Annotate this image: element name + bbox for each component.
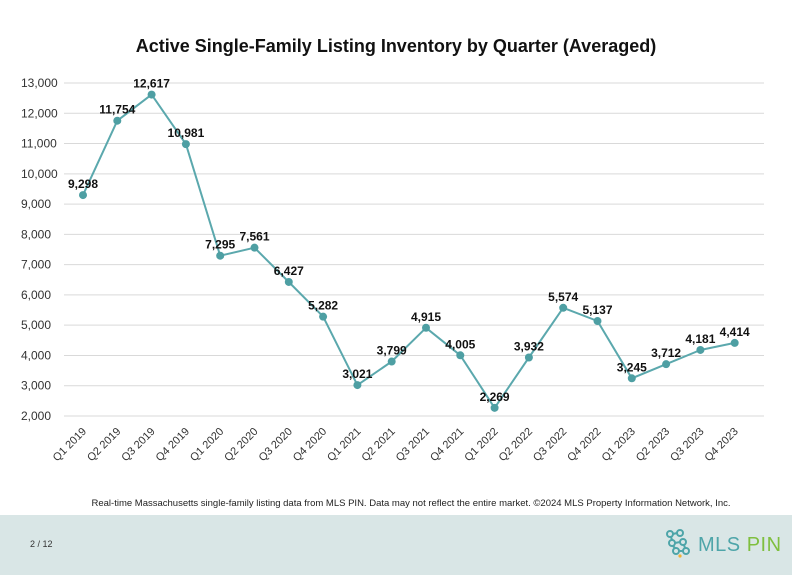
data-point: [319, 312, 328, 321]
data-point: [627, 374, 636, 383]
data-label: 6,427: [274, 264, 304, 278]
data-point: [730, 338, 739, 347]
x-tick-label: Q2 2019: [85, 426, 123, 464]
x-tick-label: Q1 2020: [188, 426, 226, 464]
x-tick-label: Q2 2021: [359, 426, 397, 464]
data-label: 3,021: [342, 367, 372, 381]
y-tick-label: 13,000: [21, 76, 58, 90]
data-label: 7,561: [239, 230, 269, 244]
mls-pin-logo-icon: [664, 528, 692, 563]
y-tick-label: 2,000: [21, 409, 51, 423]
y-tick-label: 11,000: [21, 137, 57, 151]
series-line: [82, 93, 735, 409]
data-label: 4,915: [411, 310, 441, 324]
data-label: 11,754: [99, 103, 135, 117]
data-label: 7,295: [205, 238, 235, 252]
x-tick-label: Q4 2023: [702, 426, 740, 464]
data-label: 9,298: [68, 177, 98, 191]
x-tick-label: Q2 2020: [222, 426, 260, 464]
data-point: [387, 357, 396, 366]
footnote: Real-time Massachusetts single-family li…: [91, 498, 731, 509]
y-tick-label: 5,000: [21, 318, 51, 332]
data-label: 10,981: [168, 126, 205, 140]
y-tick-label: 12,000: [21, 106, 58, 120]
data-point: [524, 353, 533, 362]
page-number: 2 / 12: [30, 539, 53, 549]
y-tick-label: 9,000: [21, 197, 51, 211]
data-point: [559, 303, 568, 312]
data-label: 3,245: [617, 360, 647, 374]
y-tick-label: 6,000: [21, 288, 51, 302]
data-label: 4,181: [685, 332, 715, 346]
y-tick-label: 8,000: [21, 227, 51, 241]
x-tick-label: Q1 2023: [600, 426, 638, 464]
x-tick-label: Q4 2021: [428, 426, 466, 464]
data-label: 3,932: [514, 340, 544, 354]
x-tick-label: Q2 2022: [497, 426, 535, 464]
data-point: [422, 323, 430, 332]
line-chart: 2,000 3,000 4,000 5,000 6,000 7,000 8,000 9,000…: [21, 76, 764, 464]
brand-name: MLS PIN: [698, 534, 782, 557]
y-tick-label: 3,000: [21, 379, 51, 393]
x-tick-label: Q1 2019: [51, 426, 89, 464]
data-point: [250, 243, 259, 252]
data-point: [284, 277, 293, 286]
data-point: [147, 90, 156, 99]
data-point: [662, 360, 671, 369]
data-point: [593, 317, 602, 326]
footer-bar: 2 / 12 MLS: [0, 515, 792, 575]
brand-name-main: MLS: [698, 533, 741, 556]
data-point: [353, 381, 362, 390]
data-label: 5,282: [308, 299, 338, 313]
x-tick-label: Q3 2022: [531, 426, 569, 464]
data-label: 2,269: [480, 390, 510, 404]
data-point: [216, 251, 225, 260]
data-point: [696, 345, 705, 354]
data-point: [79, 191, 87, 200]
brand-logo: MLS PIN: [664, 528, 782, 563]
chart-title: Active Single-Family Listing Inventory b…: [135, 36, 657, 56]
data-point: [113, 116, 122, 125]
x-tick-label: Q3 2023: [668, 426, 706, 464]
x-tick-label: Q3 2021: [394, 426, 432, 464]
x-tick-label: Q3 2019: [119, 426, 157, 464]
series-markers: [79, 90, 739, 412]
data-label: 3,712: [651, 346, 681, 360]
data-label: 5,137: [582, 303, 612, 317]
data-label: 4,414: [720, 325, 750, 339]
data-labels: 9,298 11,754 12,617 10,981 7,295 7,561 6,427 5,…: [68, 77, 750, 404]
data-point: [456, 351, 465, 360]
gridlines: [64, 82, 764, 417]
data-point: [490, 403, 499, 412]
data-point: [181, 140, 190, 149]
x-tick-label: Q3 2020: [257, 426, 295, 464]
data-label: 4,005: [445, 337, 475, 351]
data-label: 3,799: [377, 344, 407, 358]
x-tick-label: Q2 2023: [634, 426, 672, 464]
brand-name-accent: PIN: [746, 533, 782, 556]
data-label: 12,617: [133, 77, 170, 91]
y-tick-label: 10,000: [21, 167, 58, 181]
y-tick-label: 4,000: [21, 348, 51, 362]
x-tick-label: Q1 2022: [462, 426, 500, 464]
series-line-path: [82, 93, 735, 409]
data-label: 5,574: [548, 290, 578, 304]
x-tick-label: Q1 2021: [325, 426, 363, 464]
x-tick-label: Q4 2022: [565, 426, 603, 464]
y-axis-ticks: 2,000 3,000 4,000 5,000 6,000 7,000 8,000 9,000…: [21, 76, 58, 423]
y-tick-label: 7,000: [21, 258, 51, 272]
x-tick-label: Q4 2020: [291, 426, 329, 464]
x-tick-label: Q4 2019: [154, 426, 192, 464]
